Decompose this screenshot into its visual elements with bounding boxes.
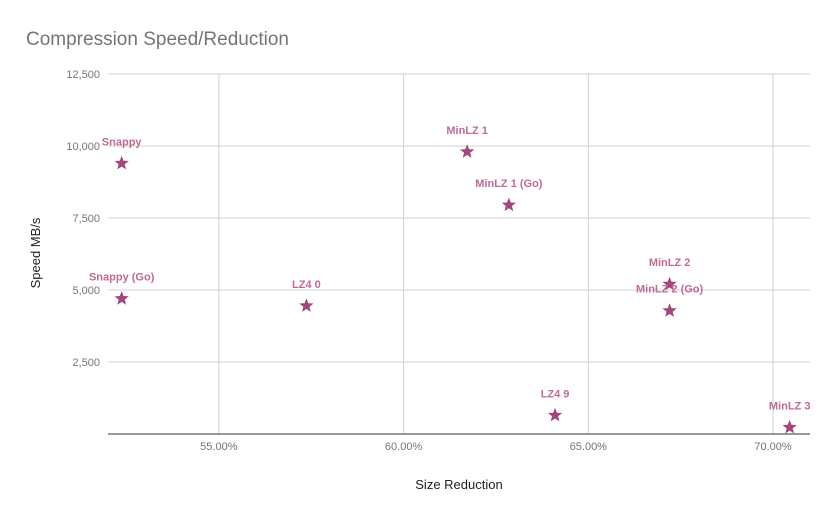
x-axis-title: Size Reduction — [415, 477, 502, 492]
data-point-label: MinLZ 3 — [769, 400, 811, 412]
data-point-star — [501, 197, 517, 212]
data-point-star — [460, 144, 475, 158]
data-point-star — [299, 298, 314, 312]
x-tick-label: 55.00% — [200, 441, 238, 453]
x-tick-label: 70.00% — [754, 441, 792, 453]
grid-lines — [108, 73, 810, 434]
y-axis-title: Speed MB/s — [28, 217, 43, 288]
data-point-star — [662, 276, 677, 291]
data-point-label: LZ4 9 — [541, 388, 570, 400]
data-point-label: MinLZ 1 — [446, 125, 488, 137]
data-point-star — [782, 419, 797, 434]
x-tick-label: 60.00% — [385, 441, 423, 453]
data-point-star — [547, 407, 563, 422]
x-tick-label: 65.00% — [570, 441, 608, 453]
data-point-label: MinLZ 2 — [649, 257, 691, 269]
y-tick-label: 2,500 — [72, 357, 100, 369]
y-tick-label: 5,000 — [72, 285, 100, 297]
data-point-label: MinLZ 2 (Go) — [636, 284, 704, 296]
y-tick-label: 7,500 — [72, 213, 100, 225]
data-point-label: Snappy (Go) — [89, 272, 155, 284]
chart-title: Compression Speed/Reduction — [26, 29, 289, 50]
y-tick-label: 12,500 — [66, 69, 100, 81]
tick-labels: 2,500 5,000 7,500 10,000 12,500 55.00% 60.00% 6… — [66, 69, 792, 453]
data-point-star — [114, 291, 129, 305]
data-point-label: LZ4 0 — [292, 279, 321, 291]
data-point-label: Snappy — [102, 136, 143, 148]
data-point-star — [662, 303, 677, 317]
data-points: Snappy Snappy (Go) LZ4 0 MinLZ 1 MinLZ 1 (Go… — [89, 125, 810, 434]
data-point-star — [114, 155, 129, 170]
data-point-label: MinLZ 1 (Go) — [475, 178, 543, 190]
y-tick-label: 10,000 — [66, 141, 100, 153]
